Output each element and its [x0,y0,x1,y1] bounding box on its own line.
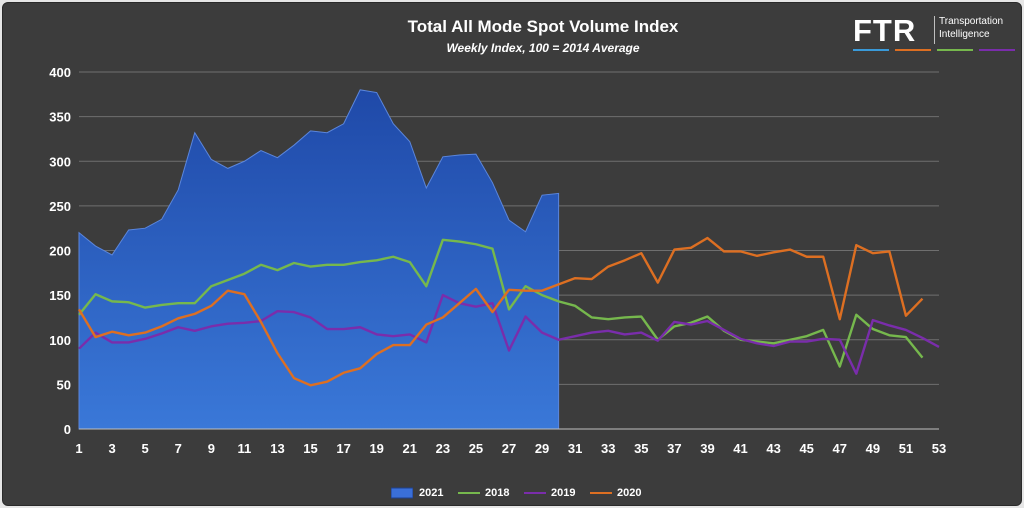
x-tick-9: 9 [208,441,215,456]
y-tick-100: 100 [49,333,71,348]
x-tick-3: 3 [108,441,115,456]
logo-mark: FTR [853,13,917,48]
x-tick-41: 41 [733,441,747,456]
logo-color-bars [853,49,1015,51]
x-tick-1: 1 [75,441,82,456]
area-series-2021 [78,89,560,430]
y-tick-350: 350 [49,110,71,125]
logo-bar-3 [979,49,1015,51]
x-tick-27: 27 [502,441,516,456]
x-tick-37: 37 [667,441,681,456]
x-tick-47: 47 [833,441,847,456]
y-tick-250: 250 [49,199,71,214]
legend-swatch-2020 [590,492,612,494]
x-tick-53: 53 [932,441,946,456]
legend-swatch-2021 [391,487,413,499]
legend-label-2019: 2019 [551,487,576,499]
y-tick-50: 50 [57,377,71,392]
y-axis-tick-labels: 0 50 100 150 200 250 300 350 400 [49,65,71,437]
chart-subtitle: Weekly Index, 100 = 2014 Average [446,41,640,55]
x-tick-23: 23 [436,441,450,456]
y-tick-200: 200 [49,244,71,259]
logo-bar-0 [853,49,889,51]
y-tick-400: 400 [49,65,71,80]
x-tick-49: 49 [866,441,880,456]
x-tick-13: 13 [270,441,284,456]
chart-title: Total All Mode Spot Volume Index [407,17,679,36]
x-tick-15: 15 [303,441,317,456]
ftr-logo: FTR Transportation Intelligence [853,13,1015,53]
logo-bar-1 [895,49,931,51]
x-tick-43: 43 [766,441,780,456]
x-tick-35: 35 [634,441,648,456]
x-tick-11: 11 [238,441,252,456]
y-tick-150: 150 [49,288,71,303]
x-tick-7: 7 [175,441,182,456]
y-tick-0: 0 [64,422,71,437]
x-tick-31: 31 [568,441,582,456]
legend-label-2018: 2018 [485,487,510,499]
x-tick-45: 45 [799,441,813,456]
legend-label-2021: 2021 [419,487,444,499]
x-tick-25: 25 [469,441,483,456]
logo-text-line2: Intelligence [939,29,990,40]
x-tick-21: 21 [403,441,417,456]
logo-divider [934,16,935,44]
x-axis-tick-labels: 1 3 5 7 9 11 13 15 17 19 21 23 25 27 29 31 33 35 37 39 41 43 4… [75,441,946,456]
legend-swatch-2018 [458,492,480,494]
logo-text-line1: Transportation [939,16,1004,27]
x-tick-5: 5 [142,441,149,456]
line-series-2018 [78,238,924,368]
line-series-layer [77,236,940,387]
x-tick-19: 19 [369,441,383,456]
line-series-2019 [78,293,940,375]
x-tick-33: 33 [601,441,615,456]
x-tick-17: 17 [336,441,350,456]
x-tick-39: 39 [700,441,714,456]
logo-bar-2 [937,49,973,51]
legend-label-2020: 2020 [617,487,642,499]
line-series-2020 [77,236,924,387]
x-tick-51: 51 [899,441,913,456]
y-tick-300: 300 [49,154,71,169]
area-series-layer [78,89,560,430]
legend-swatch-2019 [524,492,546,494]
x-tick-29: 29 [535,441,549,456]
